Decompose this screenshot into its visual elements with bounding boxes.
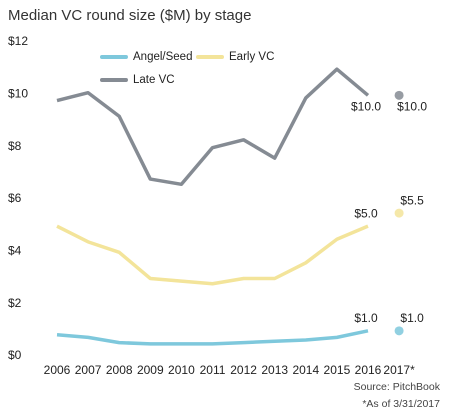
legend-label: Early VC [229,51,274,63]
date-note: *As of 3/31/2017 [362,398,440,410]
value-label: $5.0 [354,206,378,220]
point [394,208,404,218]
x-tick-label: 2015 [324,363,351,377]
source-note: Source: PitchBook [354,381,441,393]
value-label: $10.0 [397,100,427,114]
x-tick-label: 2011 [200,363,226,377]
series-line [56,224,369,286]
x-tick-label: 2006 [44,363,71,377]
x-tick-label: 2014 [292,363,319,377]
x-tick-label: 2009 [137,363,164,377]
x-tick-label: 2016 [355,363,382,377]
y-tick-label: $10 [8,87,28,101]
series-line [56,329,369,346]
y-tick-label: $0 [8,348,22,362]
x-tick-label: 2012 [230,363,257,377]
legend-label: Late VC [133,74,175,86]
value-label: $1.0 [400,311,424,325]
x-tick-label: 2010 [168,363,195,377]
x-tick-label: 2013 [261,363,288,377]
y-tick-label: $2 [8,296,22,310]
y-tick-label: $12 [8,34,28,48]
x-tick-label: 2017* [383,363,415,377]
y-tick-label: $4 [8,244,22,258]
x-tick-label: 2008 [106,363,133,377]
chart-title: Median VC round size ($M) by stage [8,7,251,24]
y-tick-label: $8 [8,139,22,153]
x-tick-label: 2007 [75,363,102,377]
point [394,326,404,336]
value-label: $10.0 [351,100,381,114]
value-label: $5.5 [400,193,424,207]
y-tick-label: $6 [8,191,22,205]
legend-label: Angel/Seed [133,51,192,63]
series-line [56,67,370,187]
point [394,90,404,100]
value-label: $1.0 [354,311,378,325]
